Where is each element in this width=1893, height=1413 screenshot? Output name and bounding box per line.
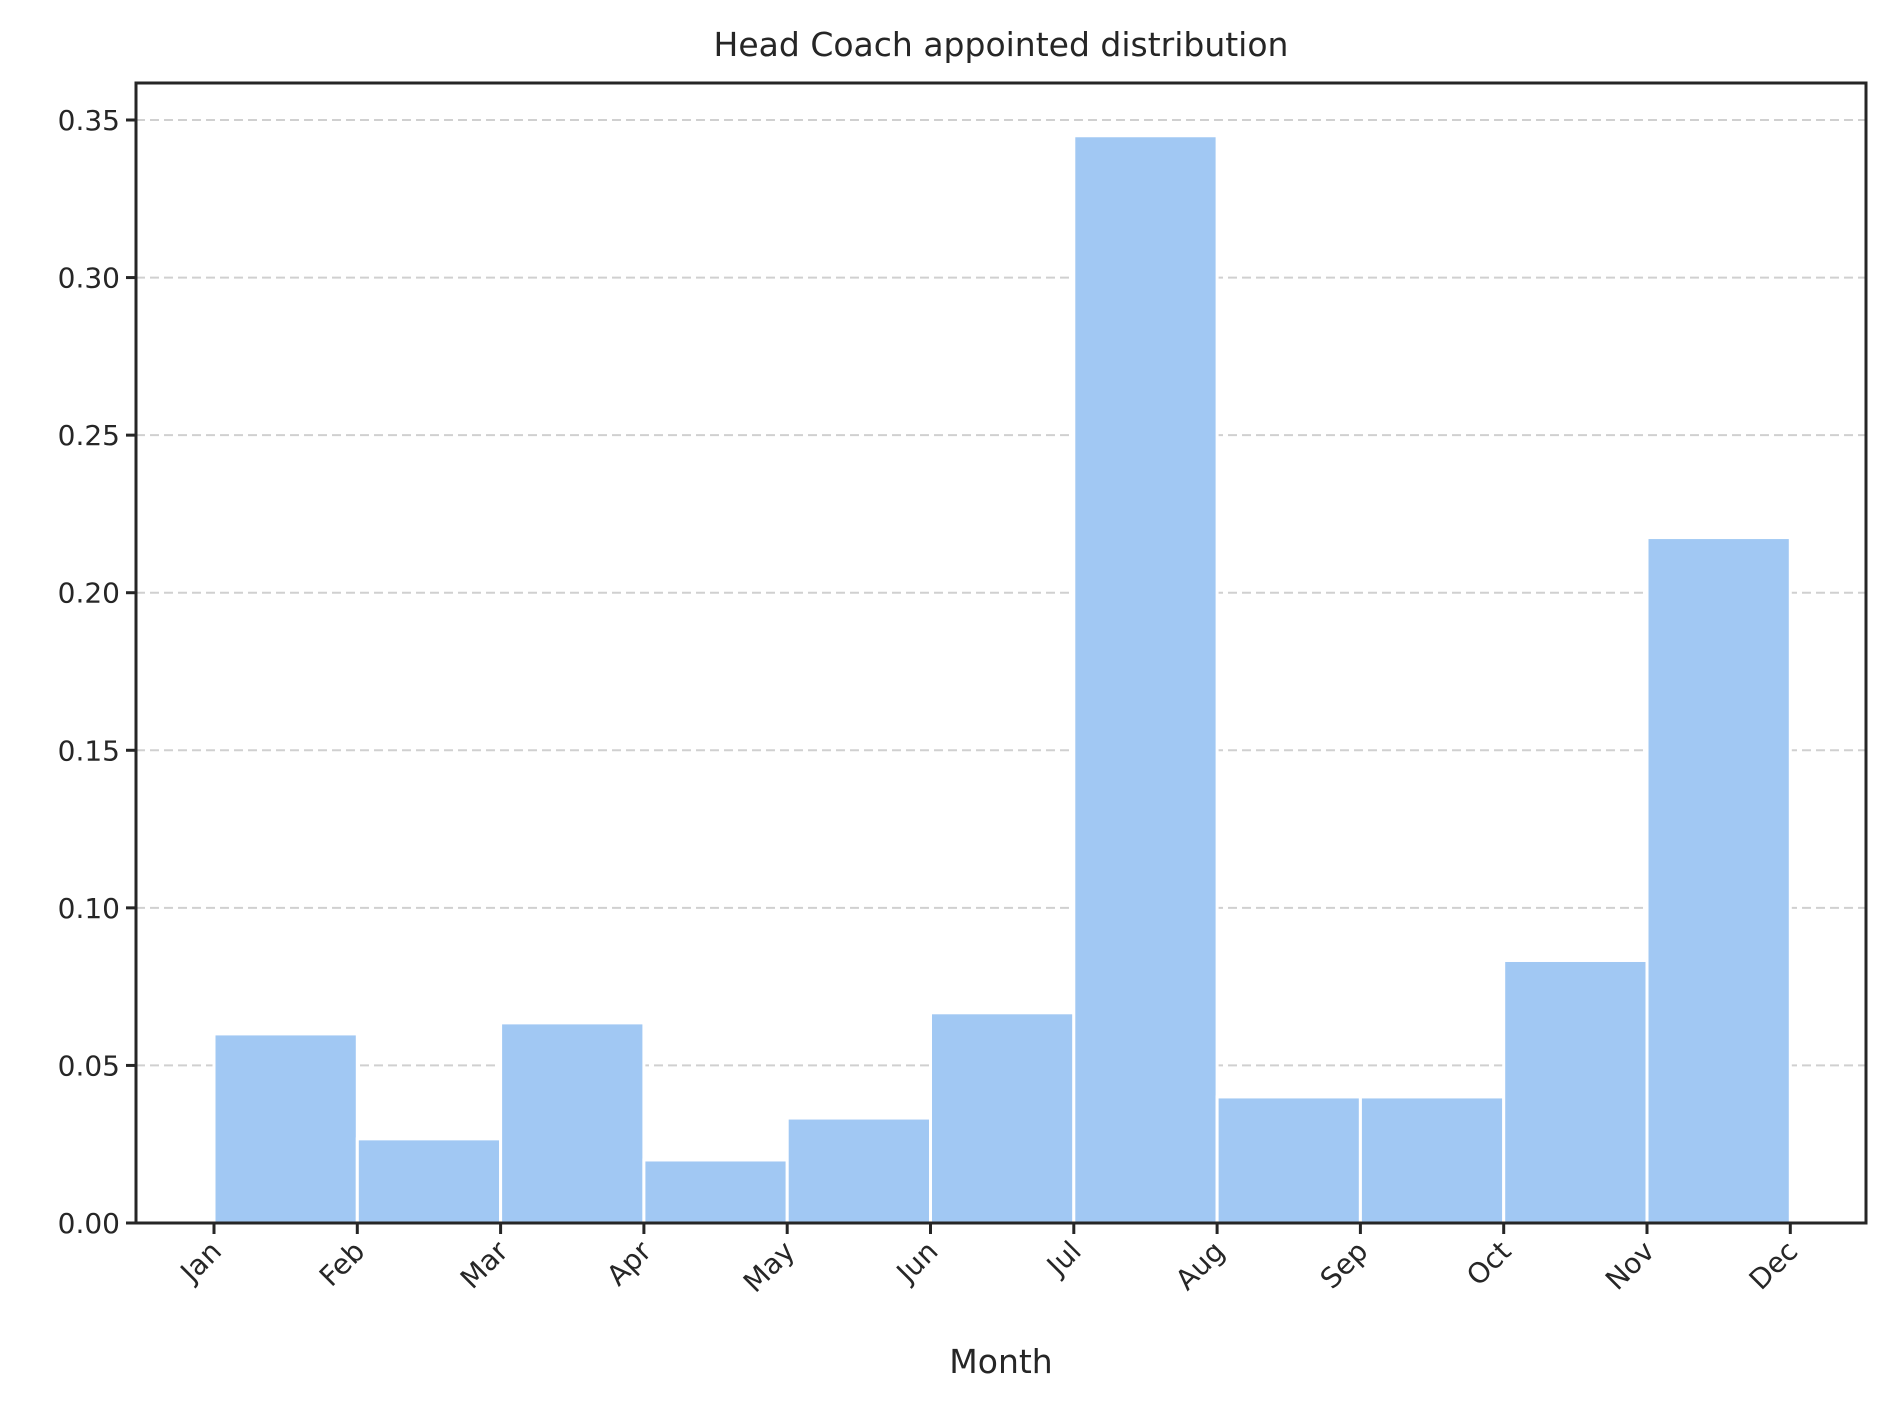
- x-tick-label: Aug: [1169, 1235, 1231, 1297]
- x-tick-label: Mar: [454, 1234, 515, 1295]
- y-tick-label: 0.30: [58, 262, 120, 295]
- chart-title: Head Coach appointed distribution: [714, 25, 1289, 64]
- histogram-bar: [1358, 1095, 1506, 1225]
- histogram-bar: [499, 1021, 646, 1225]
- x-tick-label: Oct: [1460, 1235, 1518, 1293]
- histogram-bar: [1502, 958, 1649, 1225]
- x-axis-label: Month: [949, 1342, 1052, 1381]
- histogram-bar: [785, 1116, 933, 1225]
- histogram-bar: [1215, 1095, 1362, 1225]
- histogram-bar: [1072, 134, 1219, 1225]
- x-tick-label: Jul: [1039, 1235, 1088, 1284]
- y-tick-label: 0.25: [58, 419, 120, 452]
- histogram-bar: [1645, 536, 1792, 1225]
- plot-frame: [134, 81, 1868, 1225]
- histogram-bar: [929, 1011, 1076, 1225]
- x-tick-label: Apr: [600, 1234, 658, 1292]
- x-tick-label: Dec: [1743, 1235, 1805, 1297]
- x-tick-label: Jun: [889, 1235, 945, 1291]
- y-tick-label: 0.20: [58, 577, 120, 610]
- x-axis-ticks: Jan Feb Mar Apr May Jun Jul Aug Sep Oct Nov Dec: [173, 1223, 1805, 1299]
- y-tick-label: 0.15: [58, 734, 120, 767]
- histogram-bar: [642, 1158, 789, 1225]
- x-tick-label: Jan: [173, 1235, 228, 1290]
- x-tick-label: May: [737, 1235, 801, 1299]
- bars: [212, 134, 1792, 1225]
- x-tick-label: Feb: [313, 1235, 371, 1293]
- x-tick-label: Sep: [1314, 1235, 1375, 1296]
- histogram-bar: [355, 1137, 503, 1225]
- grid-lines: [136, 119, 1866, 1067]
- y-tick-label: 0.05: [58, 1049, 120, 1082]
- y-tick-label: 0.10: [58, 892, 120, 925]
- histogram-bar: [212, 1032, 359, 1225]
- y-tick-label: 0.35: [58, 104, 120, 137]
- y-tick-label: 0.00: [58, 1207, 120, 1240]
- y-axis-ticks: 0.00 0.05 0.10 0.15 0.20 0.25 0.30 0.35: [58, 104, 136, 1240]
- x-tick-label: Nov: [1599, 1235, 1661, 1297]
